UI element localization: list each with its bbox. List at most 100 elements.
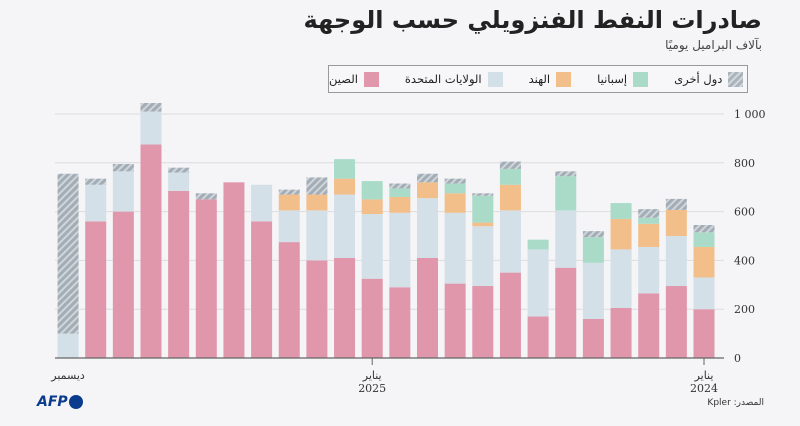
y-tick-label: 800 [734, 157, 755, 170]
y-tick-label: 1 000 [734, 108, 766, 121]
x-tick-month: ديسمبر [50, 369, 85, 382]
bar-segment-series-1 [693, 277, 715, 310]
y-tick-label: 200 [734, 303, 755, 316]
legend: الصين الولايات المتحدة الهند إسبانيا دول… [328, 65, 748, 93]
bar-segment-series-1 [555, 210, 577, 268]
bar-segment-series-2 [472, 222, 494, 227]
bar-segment-series-3 [555, 176, 577, 211]
bar-segment-series-0 [693, 309, 715, 358]
bar-segment-series-0 [251, 221, 273, 358]
bar-segment-series-1 [140, 111, 162, 145]
bar-segment-series-0 [306, 260, 328, 358]
legend-swatch [363, 71, 379, 87]
bar-segment-series-4 [638, 209, 660, 218]
bar-segment-series-4 [665, 198, 687, 210]
bar-segment-series-0 [223, 182, 245, 358]
bar-segment-series-0 [665, 286, 687, 358]
chart-subtitle: بآلاف البراميل يوميًا [665, 38, 762, 52]
bar-segment-series-4 [499, 161, 521, 169]
bar-segment-series-1 [251, 184, 273, 222]
bar-segment-series-4 [389, 183, 411, 189]
x-tick-month: يناير [362, 369, 382, 382]
bar-stack-2024-04 [610, 203, 632, 358]
bar-segment-series-3 [361, 181, 383, 200]
legend-label: إسبانيا [597, 72, 628, 86]
bar-segment-series-1 [389, 212, 411, 288]
bar-segment-series-0 [582, 318, 604, 358]
bar-segment-series-4 [57, 173, 79, 334]
bar-stack-2025-01 [361, 181, 383, 358]
bar-segment-series-4 [140, 103, 162, 112]
x-tick-month: يناير [694, 369, 714, 382]
bar-stack-2025-10 [112, 164, 134, 358]
bar-segment-series-0 [334, 257, 356, 358]
bar-stack-2024-08 [499, 161, 521, 358]
source-note: المصدر: Kpler [707, 398, 764, 408]
bar-segment-series-1 [472, 226, 494, 287]
bar-segment-series-2 [361, 199, 383, 215]
bar-segment-series-0 [472, 286, 494, 358]
bar-segment-series-0 [361, 278, 383, 358]
y-tick-label: 600 [734, 206, 755, 219]
bar-segment-series-2 [638, 223, 660, 247]
bar-segment-series-1 [417, 198, 438, 258]
bar-segment-series-0 [555, 267, 577, 358]
bar-segment-series-1 [334, 194, 356, 258]
bar-segment-series-0 [610, 307, 632, 358]
bar-segment-series-4 [555, 171, 577, 177]
bar-segment-series-3 [610, 203, 632, 219]
bar-segment-series-2 [693, 246, 715, 278]
bar-stack-2025-04 [278, 189, 300, 358]
bar-segment-series-4 [417, 173, 438, 183]
bar-segment-series-2 [417, 182, 438, 199]
bar-segment-series-2 [499, 184, 521, 211]
bar-stack-2024-01 [693, 225, 715, 358]
x-tick-year: 2024 [690, 382, 718, 395]
bar-segment-series-4 [278, 189, 300, 195]
legend-swatch [556, 71, 572, 87]
legend-label: دول أخرى [674, 72, 723, 86]
bar-segment-series-2 [334, 178, 356, 195]
bar-segment-series-0 [389, 287, 411, 358]
bar-segment-series-4 [444, 178, 466, 184]
legend-item-spain: إسبانيا [597, 71, 649, 87]
bar-segment-series-1 [306, 210, 328, 261]
legend-label: الهند [528, 72, 551, 86]
legend-swatch [487, 71, 503, 87]
bar-stack-2025-05 [251, 184, 273, 358]
bar-stack-2024-03 [638, 209, 660, 358]
bar-segment-series-0 [85, 221, 107, 358]
bar-segment-series-1 [582, 262, 604, 319]
bar-segment-series-0 [112, 211, 134, 358]
bar-segment-series-1 [638, 246, 660, 294]
bar-segment-series-1 [57, 333, 79, 358]
y-tick-label: 400 [734, 254, 755, 267]
bar-segment-series-3 [472, 195, 494, 223]
bar-segment-series-2 [610, 218, 632, 250]
legend-item-india: الهند [528, 71, 572, 87]
bar-segment-series-0 [527, 316, 549, 358]
legend-swatch [728, 71, 744, 87]
bar-segment-series-3 [444, 183, 466, 194]
y-tick-label: 0 [734, 352, 741, 365]
bar-segment-series-0 [638, 293, 660, 358]
bar-segment-series-0 [417, 257, 438, 358]
bar-segment-series-1 [168, 172, 190, 191]
bar-segment-series-4 [195, 193, 217, 200]
bar-segment-series-0 [499, 272, 521, 358]
bar-segment-series-4 [112, 164, 134, 172]
chart-title: صادرات النفط الفنزويلي حسب الوجهة [303, 6, 762, 34]
legend-item-other: دول أخرى [674, 71, 744, 87]
bar-segment-series-3 [693, 232, 715, 247]
bar-segment-series-1 [610, 249, 632, 308]
bar-segment-series-2 [444, 193, 466, 213]
bar-segment-series-4 [693, 225, 715, 233]
afp-logo: AFP [37, 394, 83, 410]
bar-stack-2025-12 [57, 173, 79, 358]
bar-segment-series-3 [582, 237, 604, 263]
bar-segment-series-1 [665, 236, 687, 287]
bar-stack-2025-03 [306, 177, 328, 358]
bar-stack-2024-09 [472, 193, 494, 358]
bar-segment-series-1 [527, 249, 549, 317]
